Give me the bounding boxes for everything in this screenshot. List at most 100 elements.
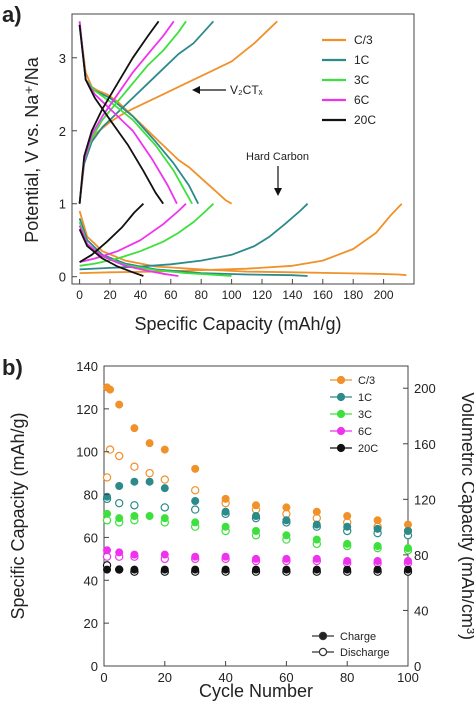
panel-a-curve-c6 — [78, 225, 179, 277]
panel-a-y-tick-label: 3 — [59, 51, 66, 66]
panel-b-charge-point-c3c — [130, 512, 139, 521]
panel-a-x-tick-label: 80 — [195, 288, 209, 302]
panel-b-legend-marker — [336, 443, 346, 453]
panel-a-annotation-arrowhead — [192, 86, 200, 94]
panel-b-charge-point-c3 — [106, 385, 115, 394]
panel-a-curve-c6 — [78, 20, 175, 204]
panel-a-x-tick-label: 120 — [252, 288, 272, 302]
panel-b-legend-marker — [336, 392, 346, 402]
panel-b-discharge-point-c3 — [190, 486, 200, 495]
panel-a-y-axis-label: Potential, V vs. Na⁺/Na — [22, 56, 42, 243]
panel-b-charge-point-c6 — [115, 548, 124, 557]
panel-b-y2-axis-label: Volumetric Capacity (mAh/cm³) — [458, 392, 474, 640]
panel-b-charge-point-c3c — [145, 512, 154, 521]
panel-b-legend-label: 6C — [358, 426, 372, 438]
panel-b-charge-point-c6 — [343, 557, 352, 566]
panel-b-charge-point-c3 — [343, 512, 352, 521]
panel-b-legend-label: 20C — [358, 443, 378, 455]
panel-b-charge-point-c1 — [145, 477, 154, 486]
panel-b-marker-legend-label: Discharge — [340, 647, 390, 659]
panel-a-annotation-arrowhead — [274, 188, 282, 196]
panel-b-charge-point-c3c — [373, 542, 382, 551]
panel-b-marker-legend-marker — [318, 647, 328, 657]
panel-b-charge-point-c3c — [103, 509, 112, 518]
panel-a-x-tick-label: 60 — [164, 288, 178, 302]
panel-b-discharge-point-c3 — [145, 468, 154, 478]
panel-b-discharge-point-c1 — [114, 498, 124, 508]
panel-a-x-tick-label: 140 — [282, 288, 302, 302]
panel-b-y2-tick-label: 120 — [414, 492, 436, 507]
panel-b-x-tick-label: 40 — [218, 670, 232, 685]
panel-b-charge-point-c1 — [130, 477, 139, 486]
panel-b-y-tick-label: 80 — [84, 488, 98, 503]
panel-b-charge-point-c20 — [160, 565, 169, 574]
panel-a-curve-c3 — [78, 24, 233, 205]
panel-b-legend-marker — [336, 409, 346, 419]
panel-b-charge-point-c3c — [312, 535, 321, 544]
panel-b-charge-point-c20 — [343, 565, 352, 574]
panel-b-charge-point-c1 — [403, 527, 412, 536]
panel-b-charge-point-c6 — [403, 557, 412, 566]
panel-b-discharge-point-c3 — [114, 451, 124, 461]
panel-b-x-tick-label: 0 — [100, 670, 107, 685]
panel-b-y-tick-label: 40 — [84, 573, 98, 588]
panel-a-curve-c3c — [78, 21, 193, 205]
panel-b-discharge-point-c1 — [190, 505, 200, 514]
panel-a-curve-c20 — [78, 20, 160, 204]
panel-a-legend-label: 20C — [354, 113, 376, 127]
panel-a-annotation-hard-carbon: Hard Carbon — [246, 151, 309, 163]
panel-b-charge-point-c3 — [312, 507, 321, 516]
panel-b-charge-point-c3c — [282, 531, 291, 540]
panel-b-y-tick-label: 60 — [84, 530, 98, 545]
panel-a-x-tick-label: 180 — [343, 288, 363, 302]
panel-a-x-tick-label: 100 — [222, 288, 242, 302]
panel-b-charge-point-c20 — [373, 565, 382, 574]
panel-b-charge-point-c1 — [282, 516, 291, 525]
panel-b-x-tick-label: 20 — [158, 670, 172, 685]
panel-b-y2-tick-label: 40 — [414, 603, 428, 618]
panel-a-curve-c6 — [79, 203, 187, 263]
panel-b-charge-point-c20 — [103, 565, 112, 574]
panel-a-legend-label: 3C — [354, 73, 370, 87]
panel-a-x-tick-label: 40 — [134, 288, 148, 302]
panel-a-curve-c1 — [78, 20, 215, 204]
panel-a-label: a) — [2, 2, 22, 27]
panel-b: b) 0 20 40 60 80 100 0 20 40 60 80 100 120 140 0 40 80… — [2, 355, 474, 701]
panel-b-y2-tick-label: 80 — [414, 548, 428, 563]
panel-b-charge-point-c1 — [115, 481, 124, 490]
panel-a-legend-label: 6C — [354, 93, 370, 107]
panel-b-charge-point-c1 — [251, 512, 260, 521]
panel-a-curve-c20 — [78, 24, 164, 205]
panel-b-charge-point-c1 — [373, 524, 382, 533]
panel-b-charge-point-c3c — [343, 539, 352, 548]
panel-a-x-tick-label: 0 — [76, 288, 83, 302]
panel-b-charge-point-c6 — [103, 546, 112, 555]
panel-a-y-tick-label: 1 — [59, 197, 66, 212]
panel-b-charge-point-c3c — [251, 527, 260, 536]
panel-b-legend-marker — [336, 375, 346, 385]
panel-b-discharge-point-c3 — [160, 475, 169, 484]
panel-a-x-tick-label: 160 — [313, 288, 333, 302]
panel-b-x-axis-label: Cycle Number — [199, 681, 313, 701]
panel-b-charge-point-c3c — [115, 514, 124, 523]
panel-b-charge-point-c3 — [191, 464, 200, 473]
panel-b-charge-point-c6 — [191, 552, 200, 561]
panel-b-y-axis-label: Specific Capacity (mAh/g) — [8, 412, 28, 619]
panel-a-x-tick-label: 20 — [103, 288, 117, 302]
panel-a-curve-c3c — [78, 20, 187, 204]
panel-a-curve-c3c — [79, 203, 215, 267]
panel-b-charge-point-c6 — [130, 550, 139, 559]
panel-a-legend-label: 1C — [354, 53, 370, 67]
panel-a-frame — [71, 13, 415, 285]
panel-b-charge-point-c1 — [312, 520, 321, 529]
panel-b-y2-tick-label: 0 — [414, 659, 421, 674]
panel-b-y-tick-label: 0 — [91, 659, 98, 674]
panel-b-charge-point-c20 — [282, 565, 291, 574]
panel-a-annotation-v2ctx: V₂CTₓ — [230, 83, 263, 97]
panel-a-curve-c20 — [79, 203, 145, 263]
panel-b-label: b) — [2, 355, 23, 380]
panel-b-x-tick-label: 60 — [279, 670, 293, 685]
panel-b-charge-point-c3 — [282, 503, 291, 512]
panel-a: a) 0 20 40 60 80 100 120 140 160 180 200 0 1 2 3 Spec… — [2, 2, 415, 334]
panel-b-charge-point-c3 — [115, 400, 124, 409]
